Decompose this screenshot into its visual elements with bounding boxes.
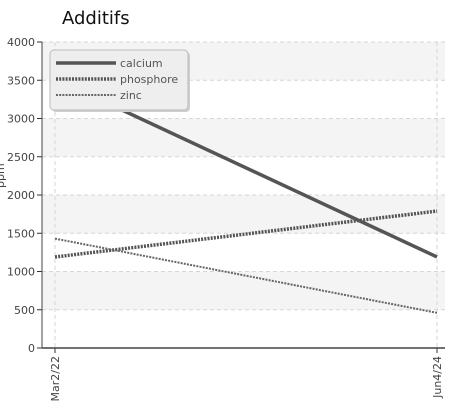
x-tick-label: Mar2/22 [49, 356, 62, 401]
y-tick-label: 3500 [7, 74, 35, 87]
legend-label-phosphore: phosphore [120, 73, 178, 86]
grid-band [42, 118, 445, 157]
grid-band [42, 195, 445, 234]
y-tick-label: 2500 [7, 151, 35, 164]
grid-band [42, 271, 445, 310]
chart-title: Additifs [62, 8, 130, 29]
y-tick-label: 1000 [7, 266, 35, 279]
legend-box [49, 49, 189, 111]
legend-label-zinc: zinc [120, 89, 142, 102]
x-tick-label: Jun4/24 [431, 356, 444, 399]
legend-label-calcium: calcium [120, 57, 163, 70]
y-tick-label: 1500 [7, 227, 35, 240]
series-line-zinc [54, 237, 438, 314]
y-tick-label: 500 [14, 304, 35, 317]
series-line-phosphore [54, 209, 438, 259]
y-tick-label: 3000 [7, 113, 35, 126]
y-tick-label: 4000 [7, 36, 35, 49]
y-tick-label: 2000 [7, 189, 35, 202]
y-tick-label: 0 [28, 342, 35, 355]
y-axis-label: ppm [0, 163, 7, 188]
